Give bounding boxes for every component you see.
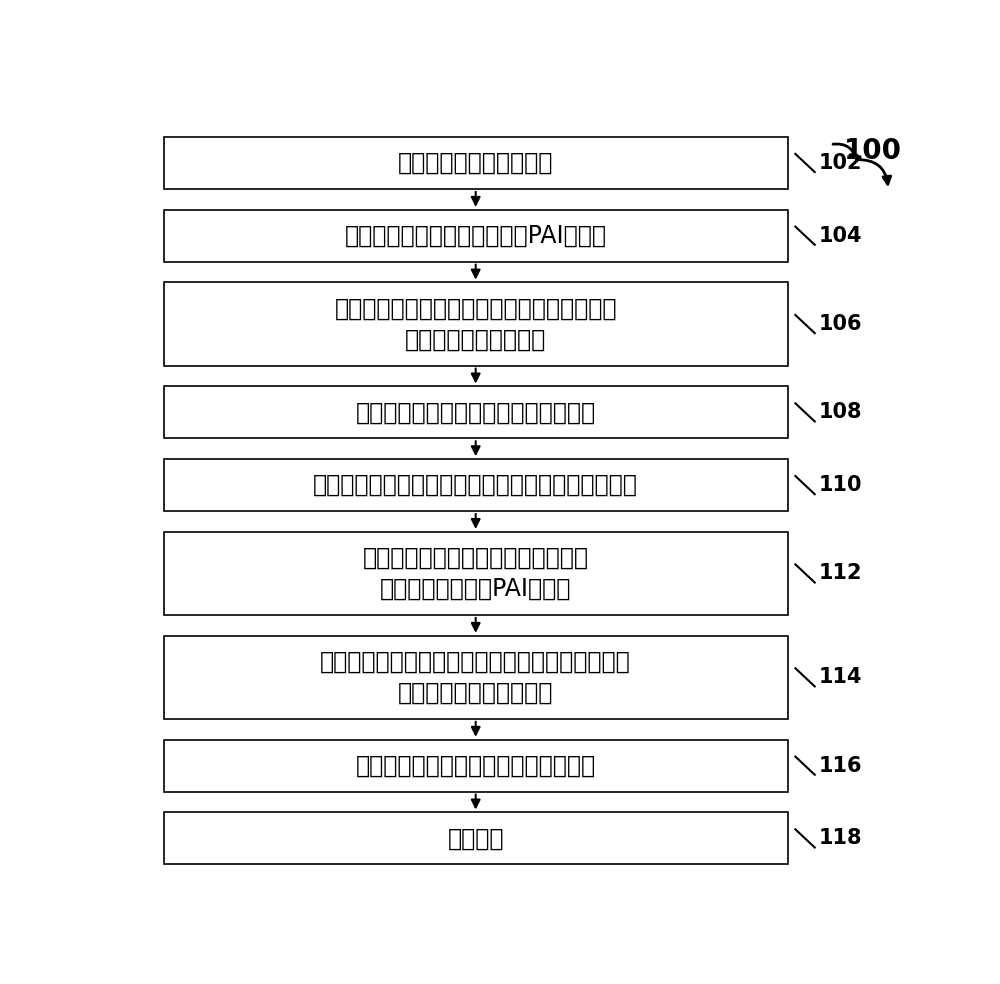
Bar bbox=[164, 460, 788, 511]
Text: 100: 100 bbox=[844, 137, 902, 165]
Text: 102: 102 bbox=[819, 153, 862, 173]
Bar bbox=[164, 137, 788, 189]
Text: 114: 114 bbox=[819, 667, 862, 688]
Text: 118: 118 bbox=[819, 829, 862, 848]
Text: 112: 112 bbox=[819, 564, 862, 584]
Text: 对衬底执行第一预非晶注入（PAI）工艺: 对衬底执行第一预非晶注入（PAI）工艺 bbox=[345, 223, 607, 248]
Text: 104: 104 bbox=[819, 225, 862, 246]
Text: 在栅极堆叠的侧壁上形成第一栅极隔离物并在
衬底上沉积第一应力膜: 在栅极堆叠的侧壁上形成第一栅极隔离物并在 衬底上沉积第一应力膜 bbox=[334, 296, 617, 352]
Bar bbox=[164, 387, 788, 438]
Text: 对衬底和第一应力膜执行第一退火工艺: 对衬底和第一应力膜执行第一退火工艺 bbox=[356, 400, 596, 424]
Text: 提供包括栅极堆叠的衬底: 提供包括栅极堆叠的衬底 bbox=[398, 151, 553, 175]
Bar bbox=[164, 813, 788, 864]
Bar bbox=[164, 282, 788, 366]
Text: 对衬底和外延生长的半导体材料执行
第二预非晶注入（PAI）工艺: 对衬底和外延生长的半导体材料执行 第二预非晶注入（PAI）工艺 bbox=[363, 546, 589, 601]
Bar bbox=[164, 532, 788, 615]
Text: 116: 116 bbox=[819, 756, 862, 775]
Text: 108: 108 bbox=[819, 402, 862, 422]
Bar bbox=[164, 636, 788, 719]
Text: 110: 110 bbox=[819, 475, 862, 495]
Text: 完成制造: 完成制造 bbox=[447, 827, 504, 850]
Text: 106: 106 bbox=[819, 314, 862, 334]
Text: 对衬底和第二应力膜执行第二退火工艺: 对衬底和第二应力膜执行第二退火工艺 bbox=[356, 754, 596, 777]
Text: 在衬底上选择性地取向附生（外延）生长半导体材料: 在衬底上选择性地取向附生（外延）生长半导体材料 bbox=[313, 473, 638, 497]
Bar bbox=[164, 740, 788, 792]
Text: 在第一栅极隔离物的侧壁上形成第二栅极隔离物并
在衬底上沉积第二应力膜: 在第一栅极隔离物的侧壁上形成第二栅极隔离物并 在衬底上沉积第二应力膜 bbox=[320, 649, 631, 706]
Bar bbox=[164, 210, 788, 262]
